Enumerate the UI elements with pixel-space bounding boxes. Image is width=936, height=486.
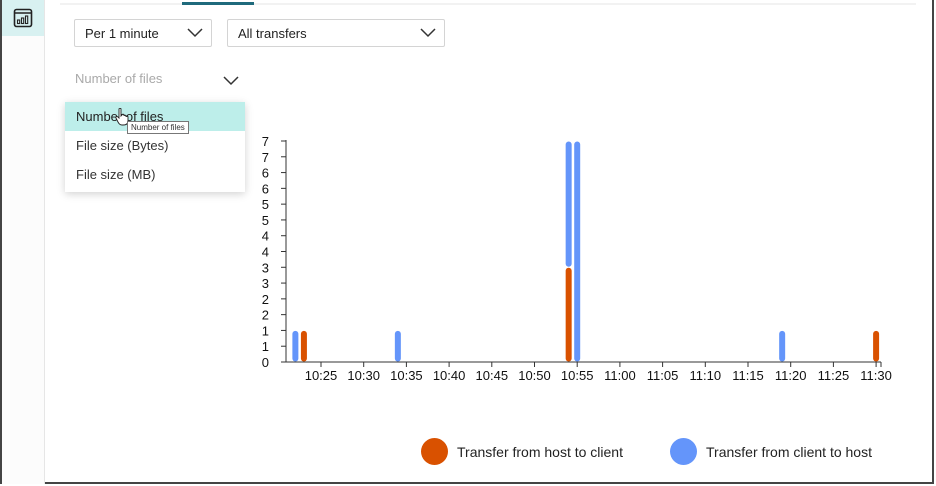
y-tick-label: 5 xyxy=(262,197,269,212)
chevron-down-icon xyxy=(187,28,203,38)
bar[interactable] xyxy=(394,330,401,362)
y-tick-label: 0 xyxy=(262,355,269,370)
metric-dropdown-menu: Number of files File size (Bytes) File s… xyxy=(65,102,245,192)
x-tick-label: 11:00 xyxy=(604,368,636,383)
x-tick-label: 10:25 xyxy=(305,368,338,383)
x-tick-label: 10:35 xyxy=(390,368,423,383)
legend-label: Transfer from client to host xyxy=(706,443,872,460)
metric-select-placeholder: Number of files xyxy=(75,71,163,86)
x-tick-label: 10:40 xyxy=(433,368,466,383)
x-tick-label: 10:30 xyxy=(347,368,380,383)
x-tick-label: 11:05 xyxy=(647,368,679,383)
tooltip: Number of files xyxy=(127,121,189,134)
bar[interactable] xyxy=(873,330,880,362)
legend-item-client-to-host[interactable]: Transfer from client to host xyxy=(670,438,872,465)
y-tick-label: 4 xyxy=(262,229,269,244)
bar[interactable] xyxy=(779,330,786,362)
x-tick-label: 11:30 xyxy=(860,368,892,383)
x-tick-label: 10:45 xyxy=(476,368,509,383)
x-tick-label: 10:55 xyxy=(561,368,594,383)
tab-strip xyxy=(60,3,916,5)
transfer-type-select[interactable]: All transfers xyxy=(227,19,445,47)
interval-select-value: Per 1 minute xyxy=(85,25,159,41)
interval-select[interactable]: Per 1 minute xyxy=(74,19,212,47)
x-tick-label: 11:15 xyxy=(732,368,764,383)
y-tick-label: 6 xyxy=(262,181,269,196)
x-tick-label: 11:10 xyxy=(690,368,722,383)
y-tick-label: 4 xyxy=(262,245,269,260)
chart-window-icon xyxy=(13,8,33,28)
x-tick-label: 10:50 xyxy=(518,368,551,383)
y-tick-label: 3 xyxy=(262,260,269,275)
y-tick-label: 7 xyxy=(262,134,269,149)
legend-swatch-blue xyxy=(670,438,697,465)
chevron-down-icon xyxy=(420,28,436,38)
x-tick-label: 11:25 xyxy=(818,368,850,383)
x-tick-label: 11:20 xyxy=(775,368,807,383)
bar[interactable] xyxy=(565,141,572,267)
menu-item-file-size-mb[interactable]: File size (MB) xyxy=(76,167,156,182)
y-tick-label: 6 xyxy=(262,166,269,181)
tab-active-indicator xyxy=(182,2,254,5)
y-tick-label: 1 xyxy=(262,339,269,354)
chevron-down-icon xyxy=(223,76,239,86)
legend-label: Transfer from host to client xyxy=(457,443,623,460)
bar[interactable] xyxy=(300,330,307,362)
legend-item-host-to-client[interactable]: Transfer from host to client xyxy=(421,438,623,465)
metric-select[interactable]: Number of files xyxy=(75,71,245,93)
y-tick-label: 2 xyxy=(262,292,269,307)
hand-cursor-icon xyxy=(115,108,129,126)
sidebar-item-statistics[interactable] xyxy=(2,0,44,36)
y-tick-label: 2 xyxy=(262,308,269,323)
bar[interactable] xyxy=(565,267,572,362)
y-tick-label: 7 xyxy=(262,150,269,165)
legend-swatch-orange xyxy=(421,438,448,465)
y-tick-label: 5 xyxy=(262,213,269,228)
sidebar xyxy=(2,0,45,484)
transfer-type-select-value: All transfers xyxy=(238,25,307,41)
bar[interactable] xyxy=(292,330,299,362)
y-tick-label: 3 xyxy=(262,276,269,291)
y-tick-label: 1 xyxy=(262,323,269,338)
bar[interactable] xyxy=(574,141,581,362)
menu-item-file-size-bytes[interactable]: File size (Bytes) xyxy=(76,138,169,153)
